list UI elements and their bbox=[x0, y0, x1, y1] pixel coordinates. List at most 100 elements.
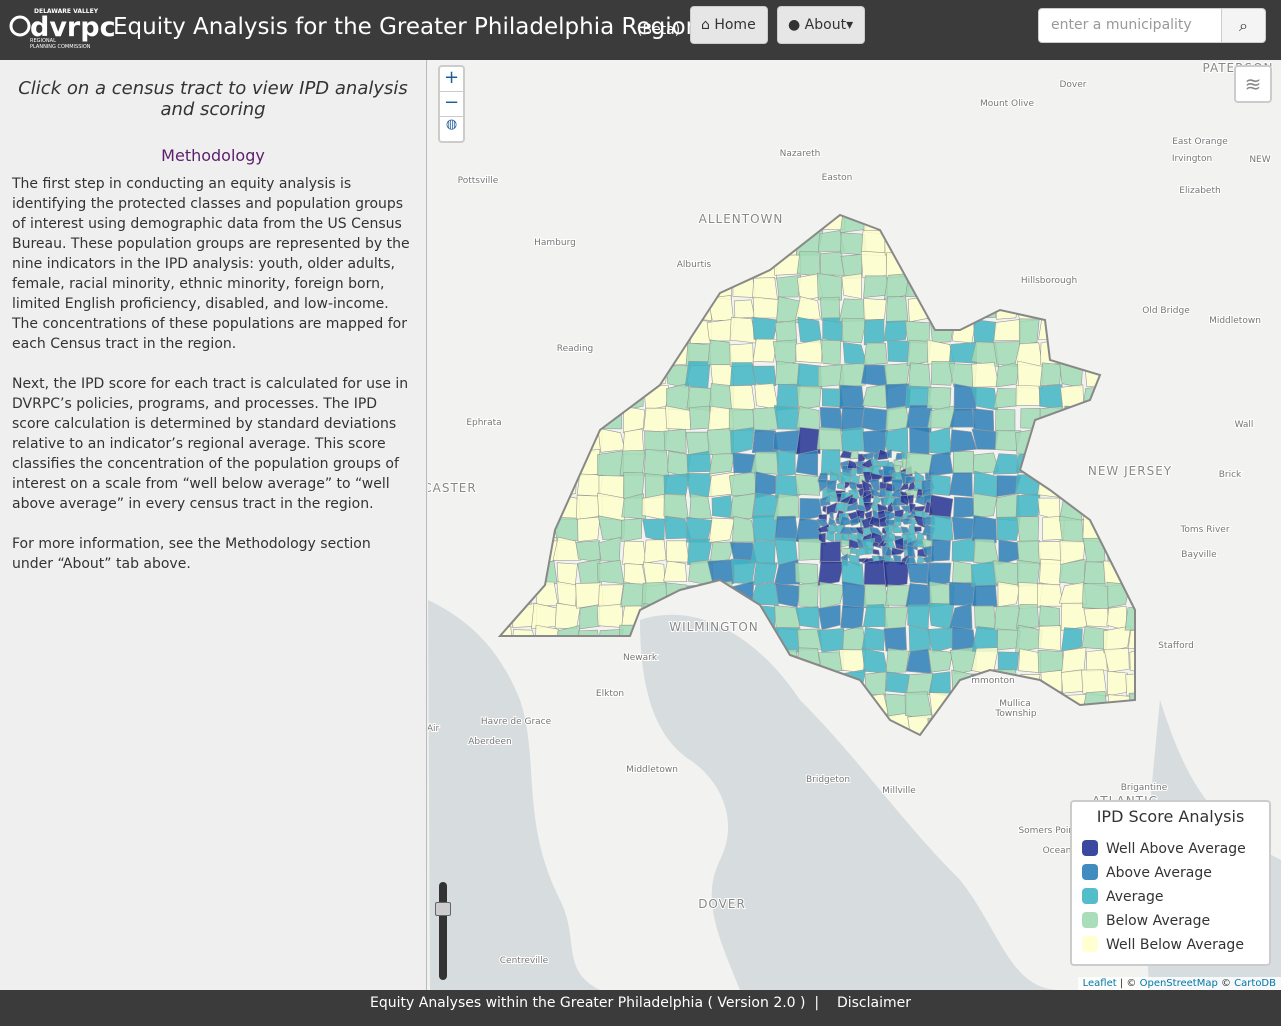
tract bbox=[752, 316, 778, 340]
tract bbox=[930, 514, 954, 541]
tract bbox=[1129, 646, 1135, 674]
tract bbox=[1105, 296, 1126, 323]
opacity-slider[interactable] bbox=[439, 882, 447, 980]
tract bbox=[1104, 407, 1128, 433]
paragraph: The first step in conducting an equity a… bbox=[12, 176, 410, 352]
layers-button[interactable]: ≋ bbox=[1234, 65, 1272, 103]
tract bbox=[868, 479, 880, 492]
tract bbox=[996, 516, 1022, 541]
tract bbox=[861, 626, 885, 652]
tract bbox=[706, 318, 736, 342]
tract bbox=[816, 426, 843, 452]
tract bbox=[535, 319, 559, 344]
tract bbox=[555, 384, 581, 411]
tract bbox=[500, 626, 514, 652]
bay bbox=[640, 614, 1060, 990]
place-label: Millville bbox=[882, 786, 916, 796]
tract bbox=[819, 251, 845, 276]
tract bbox=[1038, 429, 1066, 452]
place-label: Ephrata bbox=[466, 418, 501, 428]
tract bbox=[500, 253, 515, 279]
tract bbox=[1015, 493, 1041, 517]
tract bbox=[685, 473, 713, 498]
tract bbox=[664, 215, 690, 235]
tract bbox=[970, 230, 999, 255]
tract bbox=[1061, 339, 1087, 365]
tract bbox=[877, 448, 891, 461]
tract bbox=[1126, 581, 1135, 610]
search-input[interactable]: enter a municipality bbox=[1038, 8, 1222, 43]
tract bbox=[1060, 694, 1087, 719]
tract bbox=[577, 516, 601, 542]
tract bbox=[1015, 384, 1042, 406]
tract bbox=[596, 603, 624, 628]
tract bbox=[576, 714, 603, 735]
tract bbox=[500, 581, 514, 610]
tract bbox=[512, 669, 537, 696]
tract bbox=[1125, 322, 1135, 343]
tract bbox=[1128, 537, 1135, 562]
zoom-in[interactable]: + bbox=[440, 67, 463, 92]
locate[interactable]: ◍ bbox=[445, 117, 458, 132]
zoom-out[interactable]: − bbox=[440, 92, 463, 117]
home-label: Home bbox=[714, 17, 756, 33]
tract bbox=[1060, 320, 1086, 344]
tract bbox=[884, 426, 909, 453]
legend-swatch bbox=[1082, 936, 1098, 952]
tract bbox=[776, 274, 802, 298]
tract bbox=[871, 495, 881, 507]
tract bbox=[645, 273, 666, 297]
tract bbox=[842, 691, 866, 716]
tracts[interactable] bbox=[487, 207, 1153, 763]
tract bbox=[730, 426, 755, 455]
tract bbox=[729, 492, 756, 520]
tract bbox=[817, 604, 841, 631]
tract bbox=[971, 561, 998, 587]
tract bbox=[971, 692, 998, 718]
tract bbox=[512, 317, 535, 345]
legend-item: Below Average bbox=[1082, 912, 1210, 930]
carto-link[interactable]: CartoDB bbox=[1234, 978, 1276, 989]
tract bbox=[816, 272, 843, 301]
tract bbox=[531, 428, 557, 454]
tract bbox=[1105, 362, 1131, 385]
prompt: Click on a census tract to view IPD anal… bbox=[18, 78, 408, 120]
attribution: Leaflet | © OpenStreetMap © CartoDB bbox=[1077, 977, 1281, 990]
tract bbox=[906, 562, 932, 585]
tract bbox=[600, 294, 622, 320]
slider-handle[interactable] bbox=[435, 902, 451, 916]
tract bbox=[731, 515, 757, 543]
tract bbox=[1081, 405, 1107, 432]
about-button[interactable]: ● About▾ bbox=[777, 6, 865, 44]
tract bbox=[1058, 515, 1085, 543]
disclaimer-link[interactable]: Disclaimer bbox=[836, 995, 911, 1011]
tract bbox=[1082, 430, 1107, 450]
osm-link[interactable]: OpenStreetMap bbox=[1139, 978, 1218, 989]
tract bbox=[509, 277, 538, 301]
tract bbox=[817, 561, 845, 586]
tract bbox=[597, 341, 623, 367]
place-label: East Orange bbox=[1172, 137, 1228, 147]
tract bbox=[795, 473, 821, 496]
tract bbox=[622, 540, 647, 565]
tract bbox=[575, 540, 601, 563]
header: DELAWARE VALLEY dvrpc REGIONAL PLANNING … bbox=[0, 0, 1281, 60]
tract bbox=[906, 494, 915, 506]
tract bbox=[828, 511, 834, 520]
tract bbox=[555, 624, 581, 651]
tract bbox=[512, 383, 538, 410]
home-button[interactable]: ⌂ Home bbox=[690, 6, 768, 44]
tract bbox=[841, 317, 867, 344]
tract bbox=[1018, 318, 1040, 346]
leaflet-link[interactable]: Leaflet bbox=[1082, 978, 1117, 989]
tract bbox=[552, 296, 578, 319]
tract bbox=[1105, 215, 1130, 233]
tract bbox=[927, 649, 953, 673]
search-button[interactable]: ⌕ bbox=[1221, 8, 1266, 43]
tract bbox=[1016, 232, 1042, 256]
search-placeholder: enter a municipality bbox=[1051, 17, 1192, 33]
tract bbox=[707, 252, 734, 279]
tract bbox=[1059, 384, 1084, 410]
tract bbox=[1018, 582, 1043, 609]
